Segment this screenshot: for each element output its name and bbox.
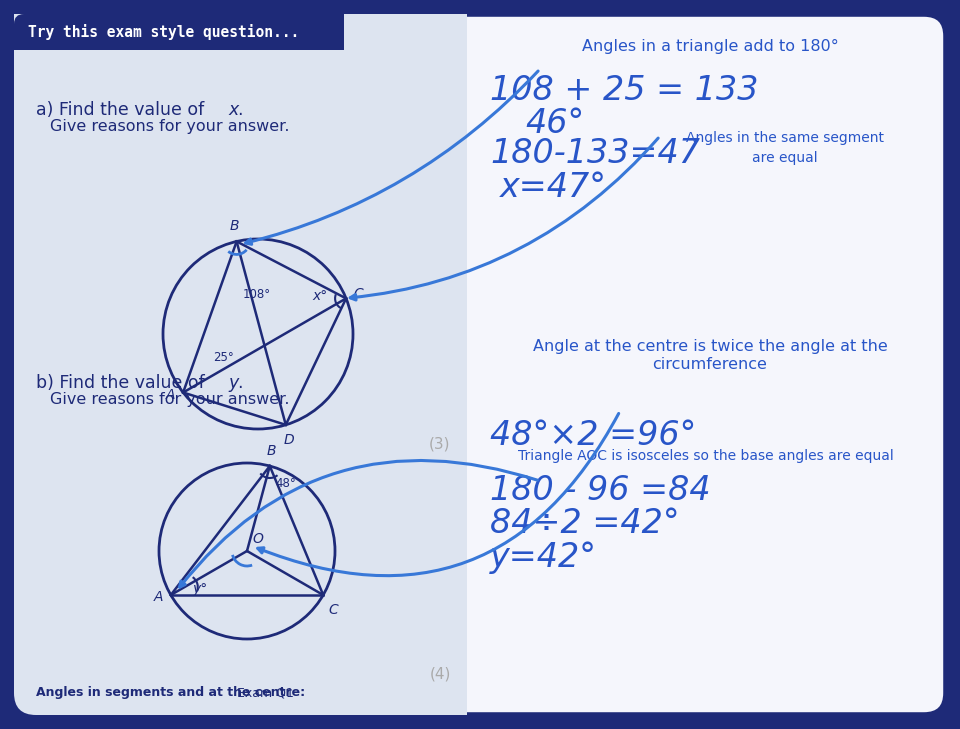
Text: O: O <box>252 532 263 546</box>
Bar <box>36 14 467 715</box>
Text: (3): (3) <box>429 437 451 451</box>
Text: (4): (4) <box>429 666 450 682</box>
Text: x: x <box>228 101 238 119</box>
Text: a) Find the value of: a) Find the value of <box>36 101 209 119</box>
Text: Angles in a triangle add to 180°: Angles in a triangle add to 180° <box>582 39 838 54</box>
Text: B: B <box>229 219 239 233</box>
Text: x=47°: x=47° <box>500 171 607 204</box>
Text: A: A <box>154 590 163 604</box>
Text: A: A <box>166 389 175 402</box>
Text: Give reasons for your answer.: Give reasons for your answer. <box>50 119 290 134</box>
Text: 46°: 46° <box>525 107 585 140</box>
Text: x°: x° <box>313 289 328 303</box>
Text: .: . <box>237 374 243 392</box>
Text: Angles in the same segment
are equal: Angles in the same segment are equal <box>686 131 884 165</box>
Text: Triangle AOC is isosceles so the base angles are equal: Triangle AOC is isosceles so the base an… <box>518 449 894 463</box>
Text: Give reasons for your answer.: Give reasons for your answer. <box>50 392 290 407</box>
Bar <box>324 14 344 50</box>
Text: y=42°: y=42° <box>490 541 597 574</box>
Text: 84÷2 =42°: 84÷2 =42° <box>490 507 680 540</box>
Text: 180-133=47: 180-133=47 <box>490 137 700 170</box>
Text: 48°: 48° <box>276 477 297 491</box>
Text: C: C <box>328 603 338 617</box>
Text: circumference: circumference <box>653 357 767 372</box>
Text: Angles in segments and at the centre:: Angles in segments and at the centre: <box>36 686 305 699</box>
FancyBboxPatch shape <box>14 14 946 715</box>
Text: C: C <box>353 287 363 301</box>
Text: y: y <box>228 374 238 392</box>
FancyBboxPatch shape <box>14 14 467 715</box>
Text: 108°: 108° <box>243 287 271 300</box>
Bar <box>14 32 344 50</box>
Text: 108 + 25 = 133: 108 + 25 = 133 <box>490 74 758 107</box>
Text: y°: y° <box>193 582 208 596</box>
Text: b) Find the value of: b) Find the value of <box>36 374 210 392</box>
Text: .: . <box>237 101 243 119</box>
Text: B: B <box>267 444 276 458</box>
Text: 180 - 96 =84: 180 - 96 =84 <box>490 474 710 507</box>
Text: 25°: 25° <box>213 351 234 364</box>
Text: Exam Q1: Exam Q1 <box>237 686 294 699</box>
FancyBboxPatch shape <box>14 14 344 50</box>
Bar <box>14 14 467 693</box>
Text: 48°×2 =96°: 48°×2 =96° <box>490 419 696 452</box>
Text: D: D <box>283 433 294 447</box>
Text: Try this exam style question...: Try this exam style question... <box>28 24 300 40</box>
Text: Angle at the centre is twice the angle at the: Angle at the centre is twice the angle a… <box>533 339 887 354</box>
